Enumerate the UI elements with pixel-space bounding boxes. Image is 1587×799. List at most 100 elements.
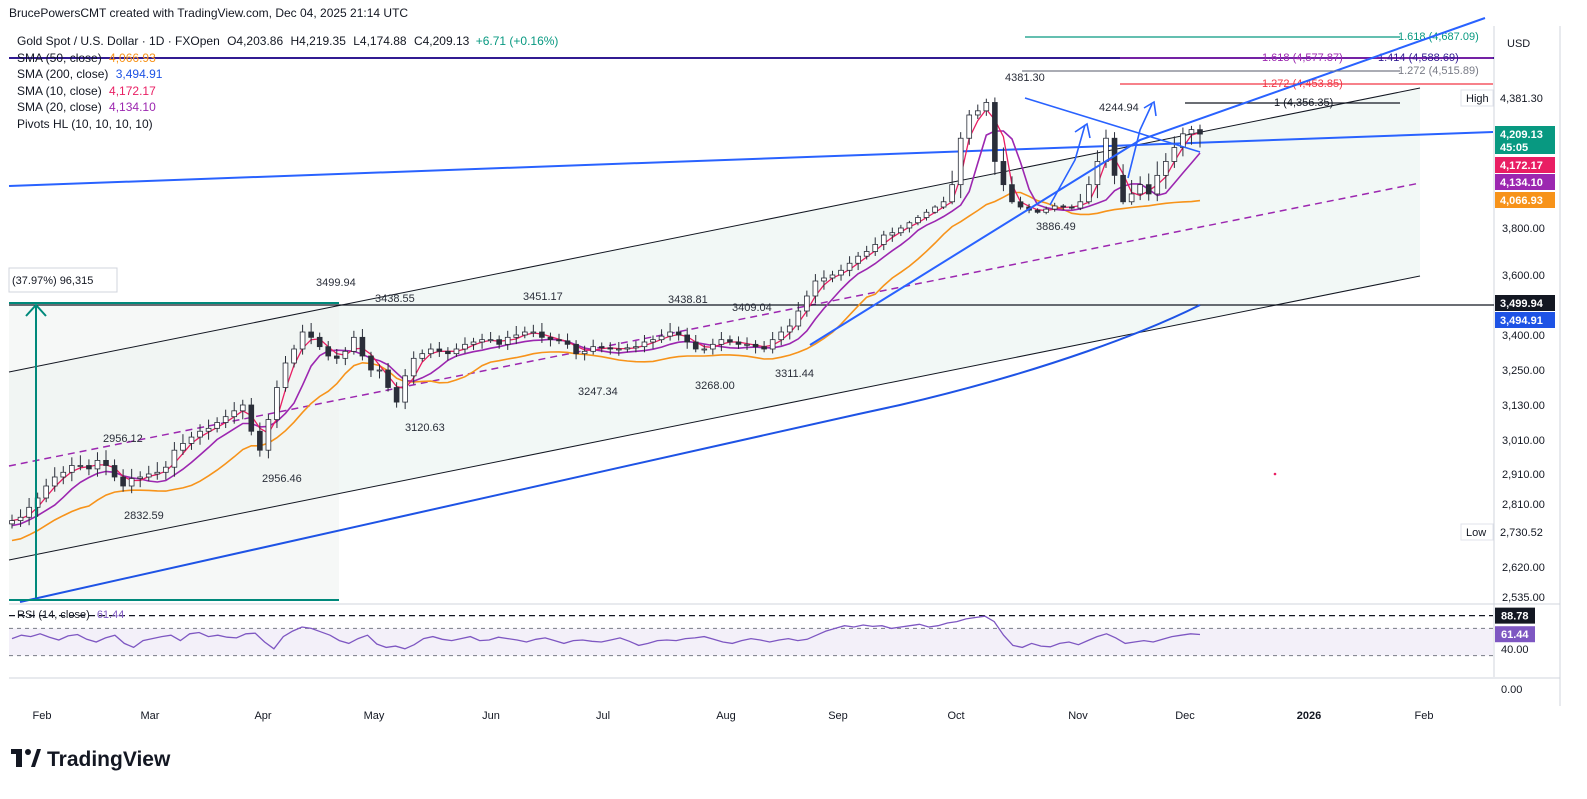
candle-up <box>188 436 195 444</box>
candle-up <box>786 325 793 333</box>
indicator-label: SMA (200, close) <box>17 67 109 81</box>
candle-down <box>1017 201 1024 208</box>
swing-label: 3438.81 <box>668 294 708 306</box>
candle-up <box>522 331 528 336</box>
candle-up <box>855 255 861 264</box>
candle-up <box>1077 201 1084 209</box>
swing-label: 3268.00 <box>695 380 735 392</box>
rsi-value: 61.44 <box>96 609 125 621</box>
tradingview-logo[interactable]: TradingView <box>11 747 170 773</box>
candle-up <box>43 485 49 499</box>
price-tick: 2,910.00 <box>1502 469 1545 481</box>
candle-down <box>333 355 340 359</box>
price-tick: 3,250.00 <box>1502 365 1545 377</box>
candle-up <box>633 346 639 349</box>
candle-up <box>504 336 511 345</box>
price-tag-box <box>1460 89 1494 107</box>
countdown-text: 45:05 <box>1500 142 1528 154</box>
price-label-text: 4,209.13 <box>1500 129 1543 141</box>
fib-level-label: 1.414 (4,588.69) <box>1378 52 1459 64</box>
swing-label: 2832.59 <box>124 510 164 522</box>
time-tick: 2026 <box>1297 710 1321 722</box>
indicator-label: SMA (50, close) <box>17 50 102 65</box>
candle-up <box>1188 129 1195 135</box>
time-tick: Apr <box>254 710 271 722</box>
fib-level-label: 1.618 (4,577.87) <box>1262 52 1343 64</box>
symbol-title[interactable]: Gold Spot / U.S. Dollar · 1D · FXOpen <box>17 34 220 48</box>
candle-down <box>359 336 366 357</box>
candle-down <box>436 348 443 352</box>
candle-up <box>410 357 417 377</box>
rsi-legend[interactable]: RSI (14, close) 61.44 <box>17 609 124 621</box>
candle-down <box>1060 205 1067 208</box>
swing-label: 4244.94 <box>1099 102 1139 114</box>
candle-up <box>949 184 955 203</box>
candle-up <box>17 516 24 521</box>
candle-down <box>368 355 374 371</box>
sma200-line <box>19 304 1201 603</box>
candle-down <box>1034 209 1041 213</box>
time-tick: Aug <box>716 710 736 722</box>
fib-level-label: 1 (4,356.35) <box>1274 97 1333 109</box>
indicator-label: SMA (10, close) <box>17 83 102 98</box>
swing-label: 3499.94 <box>316 277 356 289</box>
candle-up <box>590 346 596 352</box>
candle-up <box>299 331 306 350</box>
candle-up <box>265 419 272 451</box>
swing-label: 2956.46 <box>262 473 302 485</box>
candle-up <box>667 331 673 337</box>
price-tag-text: High <box>1466 93 1489 105</box>
candle-up <box>51 476 58 487</box>
candle-up <box>231 410 238 418</box>
measure-label: (37.97%) 96,315 <box>12 275 93 287</box>
candle-up <box>889 232 896 236</box>
price-tick: 3,010.00 <box>1502 435 1545 447</box>
candle-up <box>77 465 84 467</box>
candle-up <box>974 110 981 116</box>
price-tick: 2,810.00 <box>1502 499 1545 511</box>
candle-up <box>923 211 930 218</box>
arrow-head-1 <box>1074 122 1091 139</box>
candle-up <box>171 449 178 468</box>
candle-up <box>658 335 665 341</box>
candle-down <box>248 404 255 432</box>
tradingview-logo-icon <box>11 747 41 773</box>
time-tick: Jun <box>482 710 500 722</box>
candle-up <box>163 466 169 473</box>
indicator-sma10[interactable]: SMA (10, close) 4,172.17 <box>17 83 558 100</box>
candle-down <box>761 346 767 350</box>
indicator-sma200[interactable]: SMA (200, close) 3,494.91 <box>17 66 558 83</box>
indicator-pivots[interactable]: Pivots HL (10, 10, 10, 10) <box>17 116 558 133</box>
price-label-text: 4,172.17 <box>1500 160 1543 172</box>
created-by-text: BrucePowersCMT created with TradingView.… <box>9 6 409 20</box>
price-label-text: 3,494.91 <box>1500 315 1543 327</box>
rsi-tick-text: 88.78 <box>1501 611 1529 623</box>
price-label-text: 3,499.94 <box>1500 298 1544 310</box>
candle-down <box>111 465 118 478</box>
candle-up <box>222 416 229 423</box>
price-tick: 2,620.00 <box>1502 562 1545 574</box>
candle-up <box>26 506 32 518</box>
long-trendline <box>8 131 1494 187</box>
candle-up <box>829 274 836 279</box>
low-value: L4,174.88 <box>353 34 407 48</box>
candle-up <box>624 347 631 350</box>
support-trendline <box>809 17 1486 346</box>
candle-down <box>1068 206 1075 209</box>
candle-up <box>1051 205 1058 210</box>
candle-up <box>128 478 135 487</box>
candle-down <box>325 346 332 357</box>
candle-down <box>1145 184 1152 195</box>
candle-down <box>257 430 263 451</box>
price-label-badge <box>1495 192 1555 208</box>
candle-down <box>308 331 314 338</box>
indicator-sma20[interactable]: SMA (20, close) 4,134.10 <box>17 99 558 116</box>
candle-down <box>1009 184 1015 203</box>
indicator-sma50[interactable]: SMA (50, close) 4,066.93 <box>17 50 558 67</box>
time-tick: Oct <box>947 710 964 722</box>
arrow-up-1 <box>1049 124 1086 206</box>
candle-up <box>769 339 776 350</box>
swing-label: 3247.34 <box>578 386 618 398</box>
candle-up <box>983 102 990 112</box>
